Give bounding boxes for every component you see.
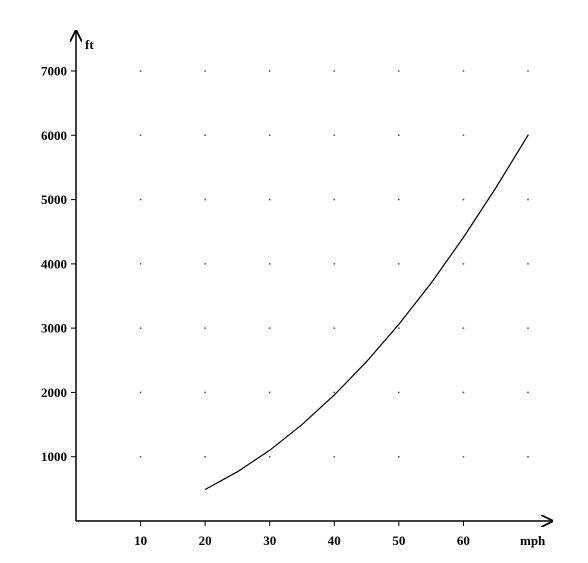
y-tick-label: 5000 [41, 192, 67, 207]
grid-dot [268, 327, 271, 330]
grid-dot [204, 70, 207, 72]
x-tick-label: 60 [457, 533, 470, 548]
grid-dot [139, 327, 142, 330]
grid-dot [397, 262, 400, 265]
grid-dot [527, 327, 529, 330]
x-tick-label: 10 [134, 533, 147, 548]
grid-dot [527, 262, 529, 265]
grid-dot [397, 198, 400, 201]
grid-dot [462, 134, 465, 137]
grid-dot [527, 391, 529, 394]
grid-dot [268, 262, 271, 265]
grid-dot [139, 455, 142, 458]
y-tick-label: 2000 [41, 385, 67, 400]
series-group [204, 134, 529, 491]
series-line [204, 134, 529, 491]
x-axis-label: mph [520, 533, 546, 548]
y-tick-label: 7000 [41, 64, 67, 79]
grid-dot [462, 455, 465, 458]
grid-dot [527, 198, 529, 201]
grid-dots [139, 70, 529, 458]
grid-dot [527, 455, 529, 458]
x-tick-label: 40 [328, 533, 341, 548]
grid-dot [268, 70, 271, 72]
grid-dot [333, 198, 336, 201]
grid-dot [527, 70, 529, 72]
grid-dot [397, 70, 400, 72]
tick-labels: 10 20 30 40 50 60 1000 2000 3000 4000 5000 6000 7000 [41, 64, 470, 549]
grid-dot [268, 455, 271, 458]
y-axis-label: ft [85, 37, 94, 52]
grid-dot [268, 391, 271, 394]
grid-dot [268, 134, 271, 137]
x-tick-label: 50 [392, 533, 405, 548]
x-tick-label: 30 [263, 533, 276, 548]
y-tick-label: 3000 [41, 321, 67, 336]
ticks [71, 70, 464, 526]
grid-dot [462, 198, 465, 201]
grid-dot [204, 198, 207, 201]
grid-dot [397, 327, 400, 330]
grid-dot [204, 262, 207, 265]
grid-dot [333, 327, 336, 330]
grid-dot [333, 70, 336, 72]
y-tick-label: 4000 [41, 256, 67, 271]
grid-dot [204, 134, 207, 137]
grid-dot [462, 70, 465, 72]
y-tick-label: 1000 [41, 449, 67, 464]
grid-dot [268, 198, 271, 201]
grid-dot [139, 262, 142, 265]
grid-dot [139, 70, 142, 72]
grid-dot [462, 391, 465, 394]
grid-dot [204, 391, 207, 394]
x-tick-label: 20 [199, 533, 212, 548]
grid-dot [462, 262, 465, 265]
grid-dot [204, 455, 207, 458]
grid-dot [397, 391, 400, 394]
grid-dot [204, 327, 207, 330]
grid-dot [139, 391, 142, 394]
grid-dot [397, 455, 400, 458]
y-tick-label: 6000 [41, 128, 67, 143]
grid-dot [333, 262, 336, 265]
grid-dot [139, 198, 142, 201]
grid-dot [333, 455, 336, 458]
grid-dot [462, 327, 465, 330]
grid-dot [333, 134, 336, 137]
grid-dot [139, 134, 142, 137]
grid-dot [333, 391, 336, 394]
grid-dot [397, 134, 400, 137]
